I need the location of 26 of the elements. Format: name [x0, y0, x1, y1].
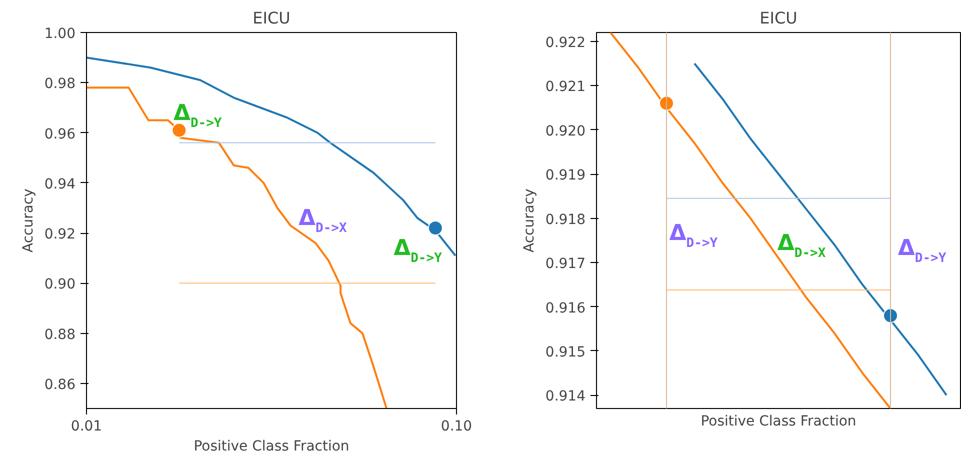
x-axis-title: Positive Class Fraction [194, 438, 350, 454]
y-tick-label: 0.92 [44, 226, 76, 243]
chart-title: EICU [760, 8, 798, 28]
y-tick-label: 0.921 [545, 79, 586, 96]
y-tick-label: 0.914 [545, 388, 586, 405]
y-tick-label: 0.915 [545, 344, 586, 360]
y-tick-label: 0.916 [545, 300, 586, 316]
y-axis-title: Accuracy [521, 188, 538, 252]
line-series [610, 32, 892, 408]
y-tick-label: 0.90 [44, 276, 76, 293]
chart-title: EICU [252, 8, 290, 28]
y-tick-label: 0.920 [545, 123, 586, 140]
y-axis-title: Accuracy [20, 188, 36, 252]
y-tick-label: 0.86 [44, 376, 76, 393]
y-tick-label: 0.917 [545, 256, 586, 272]
x-tick-label: 0.10 [440, 418, 472, 434]
y-tick-label: 0.919 [545, 168, 586, 184]
y-tick-label: 0.96 [44, 126, 76, 142]
y-tick-label: 1.00 [44, 26, 76, 42]
x-axis-title: Positive Class Fraction [700, 414, 856, 430]
y-tick-label: 0.94 [44, 176, 76, 192]
y-tick-label: 0.98 [44, 76, 76, 92]
y-tick-label: 0.88 [44, 326, 76, 343]
y-tick-label: 0.922 [545, 34, 586, 51]
y-tick-label: 0.918 [545, 212, 586, 228]
x-tick-label: 0.01 [70, 418, 102, 434]
